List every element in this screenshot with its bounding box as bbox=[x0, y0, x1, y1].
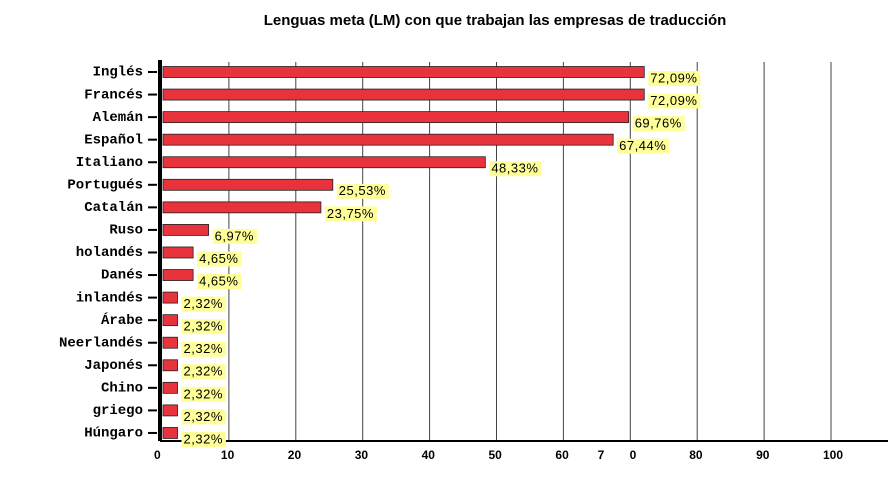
value-label-bg bbox=[181, 364, 226, 380]
bar bbox=[162, 427, 178, 439]
value-label-group: 2,32% bbox=[181, 296, 226, 312]
value-label-group: 25,53% bbox=[336, 183, 389, 199]
bar bbox=[162, 359, 178, 372]
x-tick-label: 50 bbox=[489, 448, 503, 462]
value-label-group: 72,09% bbox=[648, 70, 701, 86]
y-tick-label: Danés bbox=[101, 268, 143, 284]
y-tick-label: Húngaro bbox=[84, 426, 143, 442]
value-label-bg bbox=[181, 386, 226, 402]
value-label-group: 4,65% bbox=[197, 251, 242, 267]
value-label-group: 4,65% bbox=[197, 273, 242, 290]
value-label-group: 2,32% bbox=[181, 431, 226, 447]
y-tick-label: inlandés bbox=[76, 290, 143, 306]
value-label: 67,44% bbox=[619, 138, 666, 153]
bar bbox=[162, 381, 178, 394]
value-label-bg bbox=[181, 296, 226, 312]
bar bbox=[162, 133, 614, 146]
value-label-group: 2,32% bbox=[181, 364, 226, 380]
x-tick-label: 0 bbox=[154, 448, 161, 462]
x-tick-label: 100 bbox=[823, 448, 843, 462]
x-tick-label: 30 bbox=[355, 448, 369, 462]
value-label: 4,65% bbox=[199, 251, 238, 266]
value-label-bg bbox=[617, 138, 670, 154]
bar bbox=[162, 314, 178, 327]
bar bbox=[162, 88, 645, 101]
bar bbox=[162, 224, 210, 236]
value-label: 48,33% bbox=[491, 161, 538, 176]
value-label: 2,32% bbox=[184, 319, 223, 334]
y-tick-label: Neerlandés bbox=[59, 335, 143, 351]
y-tick-label: Alemán bbox=[93, 110, 143, 126]
bar bbox=[162, 178, 334, 191]
value-label-bg bbox=[648, 93, 701, 109]
value-label-group: 2,32% bbox=[181, 386, 226, 402]
y-tick-label: Chino bbox=[101, 381, 143, 397]
bar bbox=[162, 156, 486, 169]
value-label-group: 23,75% bbox=[324, 206, 377, 222]
value-label-group: 2,32% bbox=[181, 409, 226, 425]
value-label-bg bbox=[197, 274, 242, 290]
value-label: 2,32% bbox=[184, 431, 223, 446]
value-label: 2,32% bbox=[184, 341, 223, 356]
y-tick-label: Español bbox=[84, 132, 143, 148]
value-label-bg bbox=[197, 251, 242, 267]
value-label-bg bbox=[181, 341, 226, 357]
value-label: 2,32% bbox=[184, 364, 223, 379]
value-label: 4,65% bbox=[199, 273, 238, 288]
x-tick-label: 10 bbox=[221, 448, 235, 462]
x-tick-label: 7 0 bbox=[598, 448, 637, 462]
y-tick-label: holandés bbox=[76, 245, 143, 261]
chart-title: Lenguas meta (LM) con que trabajan las e… bbox=[264, 12, 727, 29]
y-tick-label: Catalán bbox=[84, 200, 143, 216]
value-label-bg bbox=[632, 116, 685, 132]
y-tick-label: Inglés bbox=[93, 65, 143, 81]
value-label-group: 67,44% bbox=[617, 138, 670, 154]
value-label-group: 48,33% bbox=[489, 161, 542, 177]
value-label-group: 72,09% bbox=[648, 93, 701, 109]
value-label-bg bbox=[336, 183, 389, 199]
x-tick-label: 90 bbox=[756, 448, 770, 462]
y-tick-label: Italiano bbox=[76, 155, 143, 171]
value-label-group: 2,32% bbox=[181, 341, 226, 357]
bar bbox=[162, 201, 322, 214]
value-label: 69,76% bbox=[635, 116, 682, 131]
x-tick-label: 80 bbox=[689, 448, 703, 462]
value-label-bg bbox=[212, 228, 258, 244]
value-label: 72,09% bbox=[650, 93, 697, 108]
y-tick-label: Ruso bbox=[109, 223, 143, 239]
value-label: 2,32% bbox=[184, 409, 223, 424]
y-tick-label: Francés bbox=[84, 87, 143, 103]
value-label-group: 69,76% bbox=[632, 116, 685, 132]
value-label: 6,97% bbox=[215, 228, 254, 243]
value-label-bg bbox=[489, 161, 542, 177]
y-tick-label: griego bbox=[93, 403, 143, 419]
x-tick-label: 40 bbox=[422, 448, 436, 462]
bar bbox=[162, 66, 645, 78]
value-label-group: 2,32% bbox=[181, 319, 226, 335]
value-label: 2,32% bbox=[184, 296, 223, 311]
value-label-bg bbox=[324, 206, 377, 222]
value-label: 25,53% bbox=[339, 183, 386, 198]
bar bbox=[162, 291, 178, 304]
bar bbox=[162, 269, 194, 281]
value-label-bg bbox=[181, 409, 226, 425]
y-tick-label: Japonés bbox=[84, 358, 143, 374]
value-label-bg bbox=[181, 319, 226, 335]
y-tick-label: Portugués bbox=[67, 178, 143, 194]
x-tick-label: 60 bbox=[555, 448, 569, 462]
value-label-bg bbox=[181, 431, 226, 447]
value-label: 23,75% bbox=[327, 206, 374, 221]
bar bbox=[162, 404, 178, 417]
value-label: 72,09% bbox=[650, 70, 697, 85]
bar bbox=[162, 111, 630, 124]
y-tick-label: Árabe bbox=[101, 311, 143, 329]
value-label-group: 6,97% bbox=[212, 228, 258, 244]
x-tick-label: 20 bbox=[288, 448, 302, 462]
bar bbox=[162, 336, 178, 349]
value-label: 2,32% bbox=[184, 386, 223, 401]
bar bbox=[162, 246, 194, 259]
value-label-bg bbox=[648, 71, 701, 86]
